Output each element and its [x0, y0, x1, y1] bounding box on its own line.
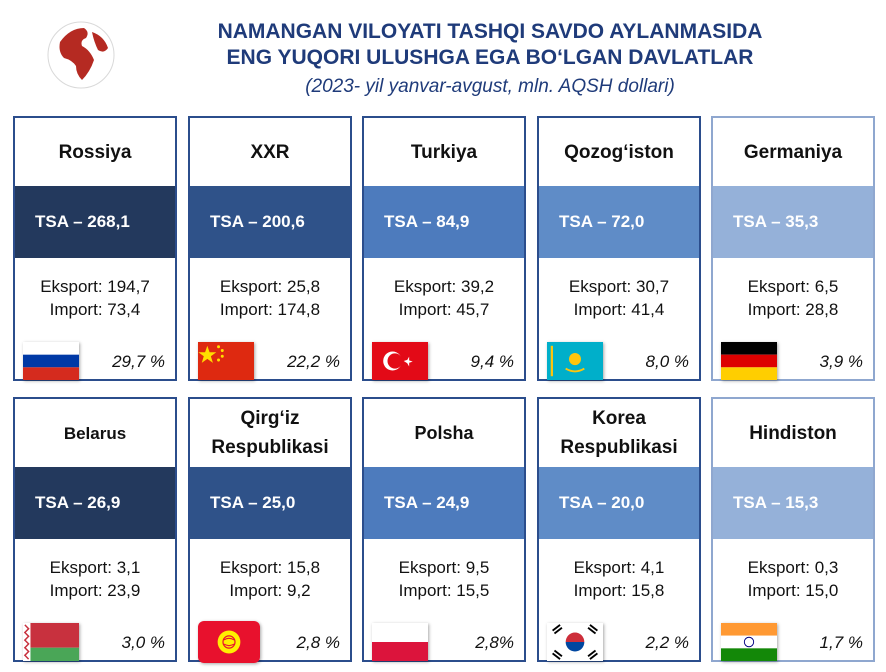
india-flag-icon — [721, 623, 777, 661]
china-flag-icon — [198, 342, 254, 380]
country-name: Rossiya — [58, 141, 132, 163]
tsa-value: TSA – 200,6 — [190, 186, 350, 258]
import-value: Import: 15,0 — [747, 581, 839, 600]
import-value: Import: 174,8 — [219, 300, 321, 319]
tsa-value: TSA – 84,9 — [364, 186, 524, 258]
import-value: Import: 23,9 — [49, 581, 141, 600]
export-value: Eksport: 194,7 — [40, 277, 150, 296]
import-value: Import: 73,4 — [49, 300, 141, 319]
tsa-value: TSA – 26,9 — [15, 467, 175, 539]
trade-values: Eksport: 9,5 Import: 15,5 — [364, 556, 524, 602]
tsa-value: TSA – 24,9 — [364, 467, 524, 539]
share-value: 22,2 % — [287, 352, 340, 371]
import-value: Import: 28,8 — [747, 300, 839, 319]
country-name: Polsha — [414, 422, 474, 443]
trade-values: Eksport: 3,1 Import: 23,9 — [15, 556, 175, 602]
kazakhstan-flag-icon — [547, 342, 603, 380]
tsa-value: TSA – 268,1 — [15, 186, 175, 258]
export-value: Eksport: 6,5 — [747, 277, 839, 296]
country-card-rossiya: Rossiya TSA – 268,1 Eksport: 194,7 Impor… — [13, 116, 177, 381]
poland-flag-icon — [372, 623, 428, 661]
share-value: 1,7 % — [819, 633, 863, 652]
belarus-flag-icon — [23, 623, 79, 661]
tsa-value: TSA – 20,0 — [539, 467, 699, 539]
export-value: Eksport: 3,1 — [49, 558, 141, 577]
country-name: XXR — [250, 141, 290, 163]
tsa-value: TSA – 35,3 — [713, 186, 873, 258]
share-value: 9,4 % — [470, 352, 514, 371]
country-name: Qozog‘iston — [564, 141, 674, 163]
trade-values: Eksport: 39,2 Import: 45,7 — [364, 275, 524, 321]
country-card-hindiston: Hindiston TSA – 15,3 Eksport: 0,3 Import… — [711, 397, 875, 662]
country-name: Hindiston — [749, 422, 837, 444]
trade-values: Eksport: 4,1 Import: 15,8 — [539, 556, 699, 602]
trade-values: Eksport: 0,3 Import: 15,0 — [713, 556, 873, 602]
country-name: Qirg‘iz Respublikasi — [211, 408, 329, 458]
trade-values: Eksport: 15,8 Import: 9,2 — [190, 556, 350, 602]
country-card-polsha: Polsha TSA – 24,9 Eksport: 9,5 Import: 1… — [362, 397, 526, 662]
page-subtitle: (2023- yil yanvar-avgust, mln. AQSH doll… — [305, 76, 675, 97]
export-value: Eksport: 30,7 — [568, 277, 670, 296]
trade-values: Eksport: 30,7 Import: 41,4 — [539, 275, 699, 321]
import-value: Import: 45,7 — [398, 300, 490, 319]
trade-values: Eksport: 194,7 Import: 73,4 — [15, 275, 175, 321]
share-value: 3,0 % — [121, 633, 165, 652]
germany-flag-icon — [721, 342, 777, 380]
import-value: Import: 15,8 — [573, 581, 665, 600]
page-title-line1: NAMANGAN VILOYATI TASHQI SAVDO AYLANMASI… — [217, 20, 763, 43]
globe-icon — [46, 20, 116, 90]
kyrgyzstan-flag-icon — [198, 621, 260, 663]
share-value: 29,7 % — [112, 352, 165, 371]
trade-values: Eksport: 25,8 Import: 174,8 — [190, 275, 350, 321]
country-card-xxr: XXR TSA – 200,6 Eksport: 25,8 Import: 17… — [188, 116, 352, 381]
share-value: 8,0 % — [645, 352, 689, 371]
export-value: Eksport: 0,3 — [747, 558, 839, 577]
tsa-value: TSA – 25,0 — [190, 467, 350, 539]
export-value: Eksport: 9,5 — [398, 558, 490, 577]
country-card-germaniya: Germaniya TSA – 35,3 Eksport: 6,5 Import… — [711, 116, 875, 381]
export-value: Eksport: 4,1 — [573, 558, 665, 577]
share-value: 2,8% — [475, 633, 514, 652]
export-value: Eksport: 25,8 — [219, 277, 321, 296]
import-value: Import: 15,5 — [398, 581, 490, 600]
share-value: 2,2 % — [645, 633, 689, 652]
country-name: Korea Respublikasi — [560, 408, 678, 458]
country-card-qozogiston: Qozog‘iston TSA – 72,0 Eksport: 30,7 Imp… — [537, 116, 701, 381]
country-card-korea: Korea Respublikasi TSA – 20,0 Eksport: 4… — [537, 397, 701, 662]
country-card-turkiya: Turkiya TSA – 84,9 Eksport: 39,2 Import:… — [362, 116, 526, 381]
south-korea-flag-icon — [547, 623, 603, 661]
page-title-line2: ENG YUQORI ULUSHGA EGA BO‘LGAN DAVLATLAR — [226, 46, 754, 69]
export-value: Eksport: 39,2 — [393, 277, 495, 296]
country-name: Turkiya — [410, 141, 478, 163]
country-card-belarus: Belarus TSA – 26,9 Eksport: 3,1 Import: … — [13, 397, 177, 662]
russia-flag-icon — [23, 342, 79, 380]
turkey-flag-icon — [372, 342, 428, 380]
country-name: Germaniya — [743, 141, 843, 163]
trade-values: Eksport: 6,5 Import: 28,8 — [713, 275, 873, 321]
export-value: Eksport: 15,8 — [219, 558, 321, 577]
country-name: Belarus — [63, 423, 127, 443]
share-value: 3,9 % — [819, 352, 863, 371]
share-value: 2,8 % — [296, 633, 340, 652]
country-card-qirgiz: Qirg‘iz Respublikasi TSA – 25,0 Eksport:… — [188, 397, 352, 663]
tsa-value: TSA – 15,3 — [713, 467, 873, 539]
import-value: Import: 9,2 — [229, 581, 311, 600]
import-value: Import: 41,4 — [573, 300, 665, 319]
tsa-value: TSA – 72,0 — [539, 186, 699, 258]
